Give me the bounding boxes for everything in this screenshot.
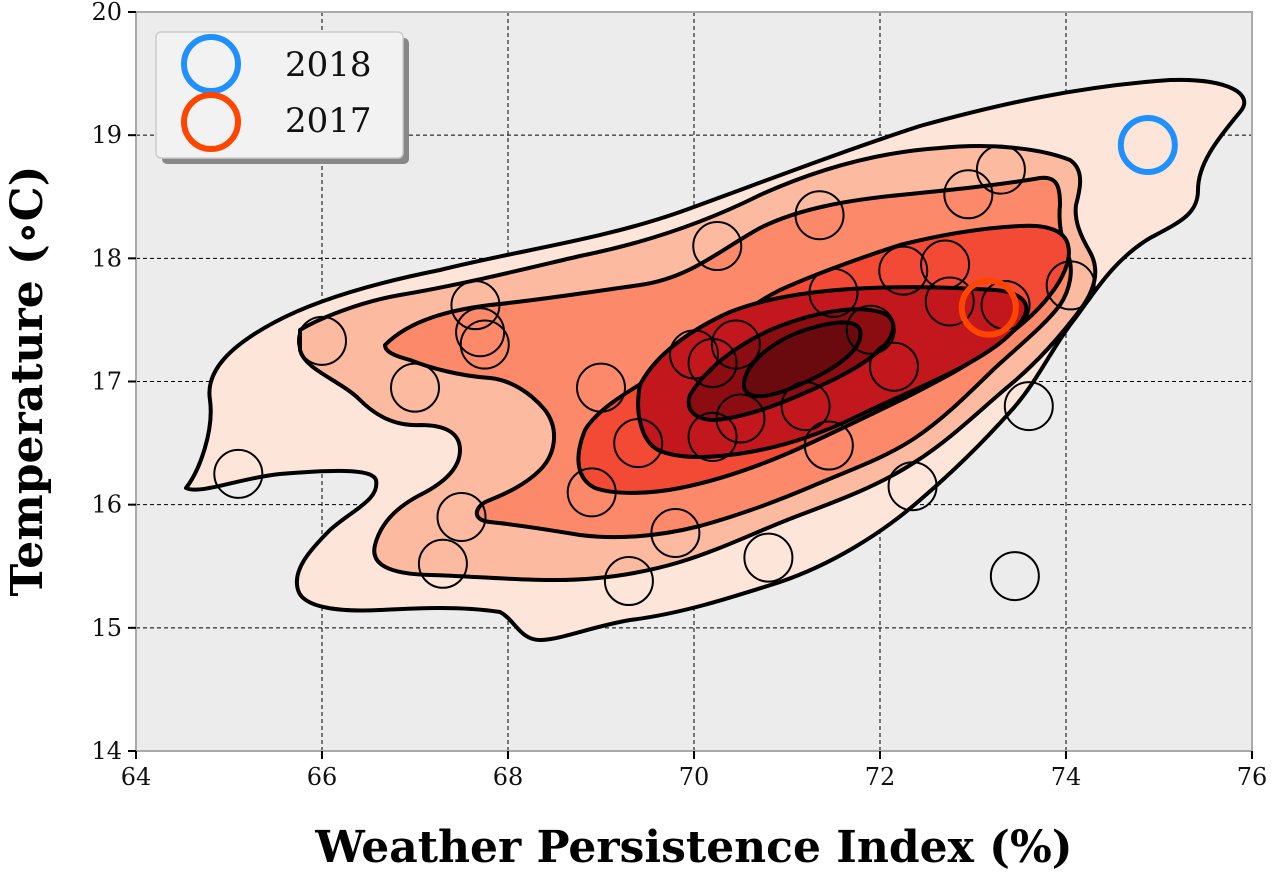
legend-box (155, 31, 404, 159)
y-tick-label: 20 (91, 0, 122, 26)
data-point (1003, 381, 1054, 432)
data-point (803, 420, 854, 471)
x-tick-label: 70 (679, 763, 710, 791)
point-2018 (1117, 115, 1178, 176)
y-axis-title: Temperature (∘C) (2, 166, 53, 597)
y-tick-label: 17 (91, 368, 122, 396)
data-point (687, 411, 738, 462)
data-point (920, 239, 971, 290)
data-point (924, 276, 975, 327)
legend-label-2018: 2018 (285, 45, 372, 85)
data-point (436, 491, 487, 542)
data-point (692, 221, 743, 272)
x-axis-ticks: 64 66 68 70 72 74 76 (121, 751, 1268, 791)
data-point (710, 319, 761, 370)
data-point (794, 190, 845, 241)
data-point (455, 307, 506, 358)
legend-marker-2017 (181, 92, 241, 152)
data-point (868, 341, 919, 392)
y-tick-label: 14 (91, 737, 122, 765)
y-tick-label: 18 (91, 244, 122, 272)
data-point (459, 319, 510, 370)
data-point (566, 467, 617, 518)
data-point (989, 551, 1040, 602)
data-point (808, 267, 859, 318)
x-tick-label: 68 (493, 763, 524, 791)
data-point (1045, 260, 1096, 311)
data-point (450, 280, 501, 331)
data-point (390, 362, 440, 413)
x-axis-title: Weather Persistence Index (%) (314, 822, 1072, 872)
data-point (715, 393, 766, 444)
x-tick-label: 64 (121, 763, 152, 791)
data-point (417, 538, 468, 589)
legend-label-2017: 2017 (285, 101, 372, 141)
scatter-points (213, 115, 1178, 607)
density-contours (184, 77, 1247, 642)
x-tick-label: 66 (307, 763, 338, 791)
data-point (743, 532, 794, 583)
data-point (650, 507, 701, 558)
legend: 2018 2017 (155, 31, 409, 164)
data-point (975, 144, 1026, 195)
data-point (613, 418, 664, 469)
y-axis-ticks: 14 15 16 17 18 19 20 (91, 0, 136, 765)
y-tick-label: 16 (91, 491, 122, 519)
data-point (780, 381, 831, 432)
data-point (213, 448, 264, 499)
data-point (943, 169, 994, 220)
x-tick-label: 74 (1051, 763, 1082, 791)
data-point (603, 556, 654, 607)
y-tick-label: 19 (91, 121, 122, 149)
data-point (887, 461, 938, 512)
data-point (845, 304, 896, 355)
data-point (576, 362, 626, 413)
x-tick-label: 72 (865, 763, 896, 791)
x-tick-label: 76 (1237, 763, 1268, 791)
point-2017 (958, 277, 1019, 338)
legend-marker-2018 (181, 34, 241, 94)
y-tick-label: 15 (91, 614, 122, 642)
data-point (297, 315, 347, 366)
data-point (878, 245, 929, 296)
